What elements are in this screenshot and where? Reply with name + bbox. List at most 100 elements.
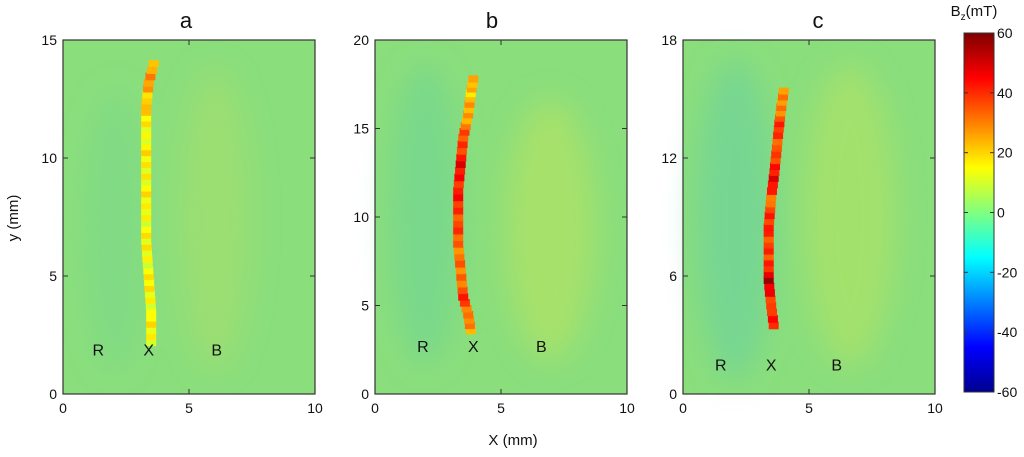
trace-cell xyxy=(763,229,774,237)
field-trace xyxy=(453,75,479,335)
trace-cell xyxy=(453,180,464,188)
colorbar-tick-label: 40 xyxy=(997,85,1013,101)
x-tick-label: 5 xyxy=(185,400,193,416)
trace-cell xyxy=(453,200,464,208)
trace-cell xyxy=(763,276,774,284)
colorbar-title-main: B xyxy=(951,3,961,20)
trace-cell xyxy=(454,173,465,182)
trace-cell xyxy=(763,235,774,243)
trace-cell xyxy=(453,233,464,241)
trace-cell xyxy=(773,131,784,139)
trace-cell xyxy=(764,282,775,291)
trace-cell xyxy=(464,321,475,330)
trace-cell xyxy=(764,289,775,297)
trace-cell xyxy=(765,295,776,304)
trace-cell xyxy=(763,252,774,261)
trace-cell xyxy=(145,302,156,310)
trace-cell xyxy=(144,284,155,292)
trace-cell xyxy=(453,220,464,228)
trace-cell xyxy=(763,223,774,231)
trace-cell xyxy=(766,193,777,202)
field-trace xyxy=(141,60,159,347)
x-tick-label: 5 xyxy=(805,400,813,416)
trace-cell xyxy=(144,290,155,298)
trace-cell xyxy=(466,84,477,93)
trace-cell xyxy=(453,240,464,248)
trace-cell xyxy=(141,102,152,111)
trace-cell xyxy=(145,296,156,304)
field-shading xyxy=(390,65,595,365)
trace-cell xyxy=(767,180,778,189)
y-tick-label: 5 xyxy=(49,268,57,284)
trace-cell xyxy=(459,299,470,307)
region-label: B xyxy=(536,339,547,356)
colorbar-tick-label: 20 xyxy=(997,145,1013,161)
trace-cell xyxy=(764,211,775,220)
colorbar-tick-label: -20 xyxy=(997,264,1017,280)
trace-cell xyxy=(141,225,152,233)
trace-cell xyxy=(766,302,777,310)
x-tick-label: 5 xyxy=(497,400,505,416)
trace-cell xyxy=(141,172,152,180)
trace-cell xyxy=(141,119,152,128)
trace-cell xyxy=(141,166,152,174)
trace-cell xyxy=(775,114,785,122)
field-trace xyxy=(763,87,789,330)
panel-title: b xyxy=(486,8,498,33)
trace-cell xyxy=(453,246,464,255)
panel-title: a xyxy=(180,8,193,33)
region-label: B xyxy=(831,358,842,375)
trace-cell xyxy=(455,266,466,275)
trace-cell xyxy=(144,278,155,286)
trace-cell xyxy=(143,79,154,87)
trace-cell xyxy=(143,272,154,281)
trace-cell xyxy=(146,314,157,322)
trace-cell xyxy=(141,243,152,251)
colorbar-title-unit: (mT) xyxy=(966,3,998,20)
x-tick-label: 10 xyxy=(619,400,635,416)
axis-ticks: 0 5 10 0 5 10 15 xyxy=(41,32,323,416)
trace-cell xyxy=(141,125,152,133)
trace-cell xyxy=(771,144,782,152)
trace-cell xyxy=(457,286,468,295)
trace-cell xyxy=(462,116,472,125)
y-tick-label: 10 xyxy=(41,150,57,166)
trace-cell xyxy=(453,193,464,202)
trace-cell xyxy=(146,326,157,334)
trace-cell xyxy=(465,89,476,98)
trace-cell xyxy=(464,316,475,324)
trace-cell xyxy=(454,253,465,261)
trace-cell xyxy=(763,241,774,249)
y-axis-label: y (mm) xyxy=(5,195,22,242)
trace-cell xyxy=(768,321,779,330)
trace-cell xyxy=(460,122,471,130)
trace-cell xyxy=(146,320,157,328)
trace-cell xyxy=(778,87,789,95)
colorbar-tick-label: -60 xyxy=(997,384,1017,400)
trace-cell xyxy=(464,100,475,108)
trace-cell xyxy=(465,94,476,103)
trace-cell xyxy=(775,108,786,117)
trace-cell xyxy=(141,213,152,222)
trace-cell xyxy=(768,174,779,182)
trace-cell xyxy=(776,103,787,111)
region-label: B xyxy=(211,343,222,360)
colorbar-title: Bz(mT) xyxy=(951,3,998,23)
colorbar-tick-label: 60 xyxy=(997,25,1013,41)
trace-cell xyxy=(141,108,152,116)
trace-cell xyxy=(778,92,788,101)
trace-cell xyxy=(456,153,467,162)
trace-cell xyxy=(456,273,467,281)
trace-cell xyxy=(141,148,152,157)
y-tick-label: 10 xyxy=(353,209,369,225)
trace-cell xyxy=(457,140,468,149)
trace-cell xyxy=(456,279,467,288)
trace-cell xyxy=(143,84,154,93)
trace-cell xyxy=(765,199,776,208)
trace-cell xyxy=(459,128,470,136)
panel-a: R X B 0 5 10 0 5 10 15 a xyxy=(41,8,323,416)
trace-cell xyxy=(141,178,152,186)
